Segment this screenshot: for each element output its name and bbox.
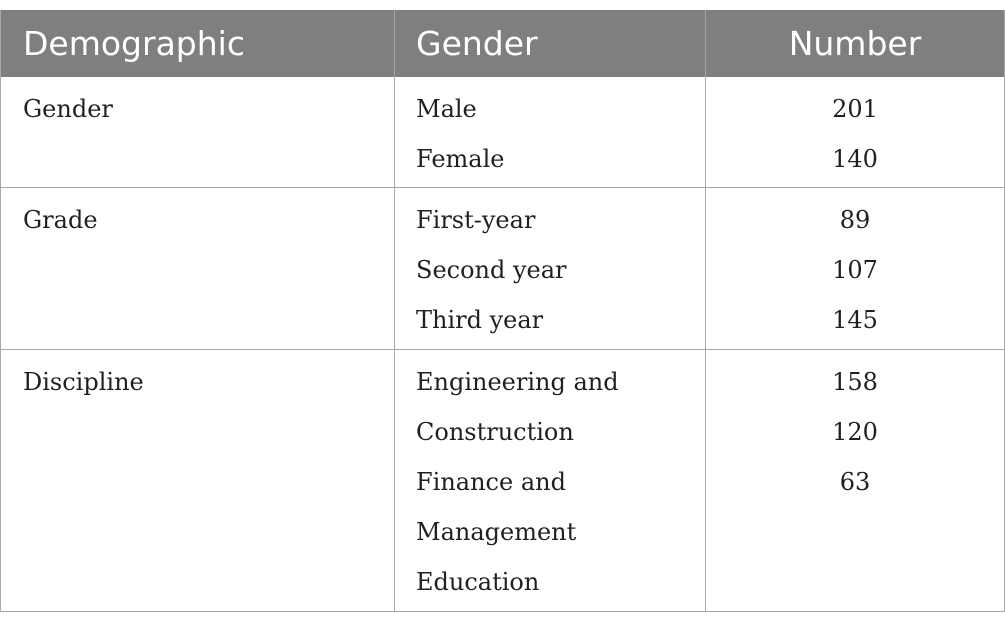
- category-cell: Male Female: [395, 77, 706, 187]
- demographic-cell: Discipline: [1, 350, 395, 611]
- demographic-label: Grade: [23, 206, 98, 234]
- category-label: Finance and: [416, 468, 566, 496]
- category-label: Construction: [416, 418, 574, 446]
- demographics-table: Demographic Gender Number Gender Male Fe…: [0, 10, 1005, 612]
- number-value: 63: [839, 468, 871, 496]
- header-number: Number: [788, 24, 922, 63]
- header-demographic: Demographic: [1, 10, 395, 77]
- category-label: Engineering and: [416, 368, 619, 396]
- category-label: Management: [416, 518, 577, 546]
- number-value: 201: [832, 95, 878, 123]
- demographic-label: Gender: [23, 95, 113, 123]
- category-label: Third year: [416, 306, 544, 334]
- table-header-row: Demographic Gender Number: [1, 10, 1004, 77]
- number-value: 89: [839, 206, 871, 234]
- number-value: 158: [832, 368, 878, 396]
- category-cell: First-year Second year Third year: [395, 188, 706, 349]
- demographic-label: Discipline: [23, 368, 144, 396]
- table-row-gender: Gender Male Female 201 140: [1, 77, 1004, 188]
- number-cell: 201 140: [706, 77, 1004, 187]
- category-label: Education: [416, 568, 540, 596]
- table-row-grade: Grade First-year Second year Third year …: [1, 188, 1004, 350]
- category-label: Male: [416, 95, 477, 123]
- number-cell: 89 107 145: [706, 188, 1004, 349]
- number-value: 107: [832, 256, 878, 284]
- demographic-cell: Grade: [1, 188, 395, 349]
- category-label: Female: [416, 145, 505, 173]
- category-label: First-year: [416, 206, 536, 234]
- category-label: Second year: [416, 256, 567, 284]
- demographic-cell: Gender: [1, 77, 395, 187]
- category-cell: Engineering and Construction Finance and…: [395, 350, 706, 611]
- header-gender: Gender: [395, 10, 706, 77]
- number-cell: 158 120 63: [706, 350, 1004, 611]
- table-row-discipline: Discipline Engineering and Construction …: [1, 350, 1004, 611]
- number-value: 140: [832, 145, 878, 173]
- number-value: 145: [832, 306, 878, 334]
- number-value: 120: [832, 418, 878, 446]
